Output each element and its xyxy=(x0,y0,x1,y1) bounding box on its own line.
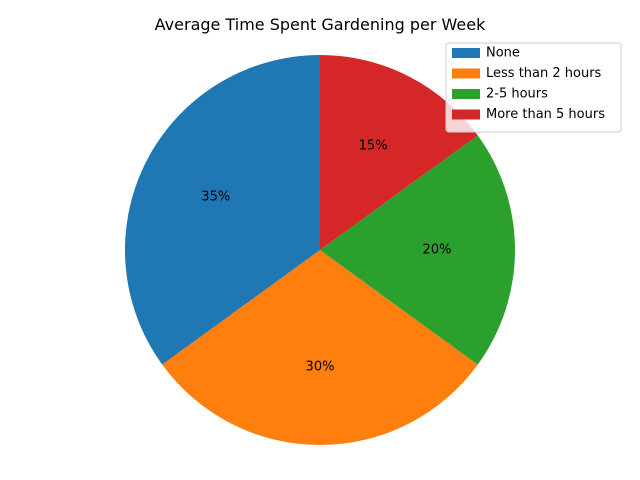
legend-swatch xyxy=(452,89,480,99)
legend-label: Less than 2 hours xyxy=(486,66,602,81)
slice-percent-label: 35% xyxy=(201,189,230,204)
chart-title: Average Time Spent Gardening per Week xyxy=(155,15,486,34)
slice-percent-label: 30% xyxy=(306,360,335,375)
legend-swatch xyxy=(452,109,480,120)
legend-label: None xyxy=(486,46,520,61)
pie-slice-labels: 35% 30% 20% 15% xyxy=(201,138,451,374)
legend: None Less than 2 hours 2-5 hours More than … xyxy=(445,42,622,133)
pie-slice xyxy=(320,135,515,365)
legend-swatch xyxy=(452,68,480,79)
pie-slice xyxy=(162,250,478,446)
pie-slices xyxy=(124,55,515,446)
legend-swatch xyxy=(452,48,480,58)
legend-label: 2-5 hours xyxy=(486,87,548,102)
slice-percent-label: 20% xyxy=(423,243,452,258)
pie-slice xyxy=(124,55,320,365)
slice-percent-label: 15% xyxy=(359,138,388,153)
legend-frame xyxy=(445,42,622,133)
pie-slice xyxy=(320,55,478,250)
legend-label: More than 5 hours xyxy=(486,107,605,122)
